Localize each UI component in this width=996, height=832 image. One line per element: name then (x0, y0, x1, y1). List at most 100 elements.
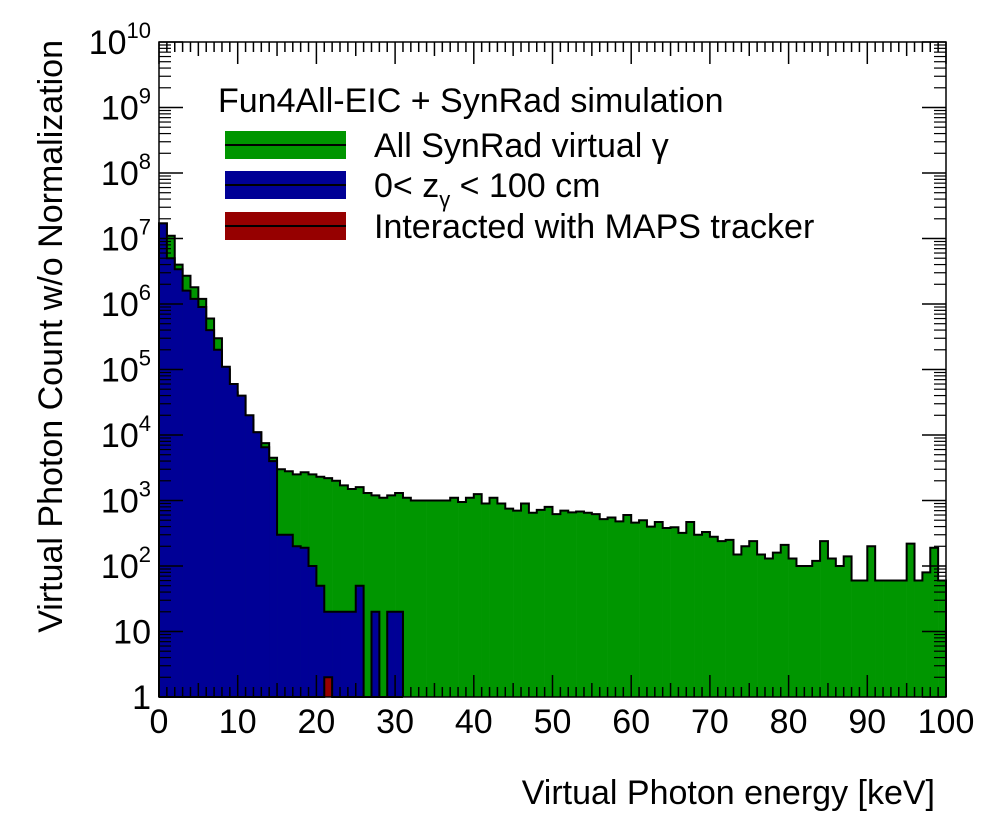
bar (277, 534, 286, 697)
bar (426, 500, 435, 697)
bar (851, 580, 860, 697)
y-tick-label: 106 (101, 280, 151, 324)
y-tick-base: 10 (101, 286, 139, 324)
bar (709, 536, 719, 697)
bar (827, 558, 837, 697)
x-tick-labels: 0 10 20 30 40 50 60 70 80 90 100 (150, 703, 975, 741)
bar (473, 494, 482, 697)
bar (340, 611, 349, 697)
bar (607, 517, 616, 697)
y-tick-label: 10 (113, 614, 151, 652)
bar (804, 566, 813, 697)
bar (166, 258, 176, 697)
bar (757, 554, 766, 697)
bar (284, 534, 294, 697)
bar (229, 384, 238, 697)
bar (867, 546, 876, 697)
x-tick-label: 0 (150, 703, 169, 741)
y-tick-base: 10 (101, 417, 139, 455)
bar (544, 506, 553, 697)
x-tick-label: 60 (612, 703, 650, 741)
bar (269, 461, 278, 697)
bar (568, 512, 577, 697)
bar (395, 493, 404, 697)
y-axis-label: Virtual Photon Count w/o Normalization (32, 40, 70, 633)
bar (371, 495, 380, 697)
bar (725, 539, 734, 697)
bar (576, 511, 585, 697)
axis-ticks (158, 41, 947, 698)
bar (245, 415, 254, 697)
x-tick-label: 30 (376, 703, 414, 741)
bar (930, 547, 939, 697)
bar (221, 366, 231, 697)
legend-label: All SynRad virtual γ (374, 127, 669, 165)
bar (717, 541, 726, 697)
bar (371, 611, 380, 697)
y-tick-exponent: 10 (127, 18, 151, 43)
bar (387, 495, 396, 697)
bar (859, 580, 868, 697)
legend-item-2: Interacted with MAPS tracker (225, 208, 814, 246)
x-tick-label: 70 (691, 703, 729, 741)
bar (820, 541, 829, 697)
bar (922, 572, 931, 697)
bar (796, 566, 805, 697)
y-tick-label: 104 (101, 411, 151, 455)
bar (733, 554, 742, 697)
bar (906, 543, 915, 697)
x-tick-label: 80 (770, 703, 808, 741)
y-tick-label: 1010 (89, 18, 151, 62)
y-tick-exponent: 5 (139, 346, 151, 371)
bar (780, 544, 789, 697)
series-outline (158, 222, 947, 697)
y-tick-base: 10 (101, 221, 139, 259)
annotation-text: Fun4All-EIC + SynRad simulation (218, 82, 724, 120)
bar (253, 432, 262, 697)
y-tick-exponent: 7 (139, 215, 151, 240)
bar (631, 522, 640, 697)
legend-item-1: 0< zγ < 100 cm (225, 167, 600, 212)
x-tick-label: 100 (918, 703, 975, 741)
bar (450, 497, 459, 697)
bar (521, 503, 530, 697)
legend-label-main: All SynRad virtual γ (374, 127, 669, 165)
bar (332, 611, 341, 697)
bar (308, 566, 317, 697)
y-tick-label: 109 (101, 84, 151, 128)
bar (174, 269, 183, 697)
legend-label-main: Interacted with MAPS tracker (374, 208, 814, 246)
y-tick-exponent: 2 (139, 542, 151, 567)
bar (646, 526, 656, 697)
series-1 (158, 222, 404, 698)
bar (764, 558, 774, 697)
bar (883, 580, 892, 697)
bar (788, 558, 797, 697)
bar (843, 556, 852, 697)
bar (347, 488, 357, 697)
bar (434, 500, 443, 697)
bar (332, 480, 341, 697)
bar (340, 485, 349, 697)
bar (552, 514, 561, 697)
bar (615, 521, 624, 697)
bar (678, 532, 687, 697)
bar (292, 546, 301, 697)
bar (812, 560, 821, 697)
bar (324, 611, 333, 697)
bar (418, 500, 427, 697)
legend-label: Interacted with MAPS tracker (374, 208, 814, 246)
bar (639, 520, 648, 697)
bar (214, 349, 223, 697)
x-tick-label: 40 (455, 703, 493, 741)
bar (890, 580, 900, 697)
bar (654, 521, 663, 697)
y-tick-exponent: 3 (139, 477, 151, 502)
bar (702, 532, 711, 697)
bar (623, 515, 632, 697)
y-tick-label: 107 (101, 215, 151, 259)
bar (560, 510, 569, 697)
legend-label: 0< zγ < 100 cm (374, 167, 600, 212)
y-tick-base: 10 (101, 352, 139, 390)
